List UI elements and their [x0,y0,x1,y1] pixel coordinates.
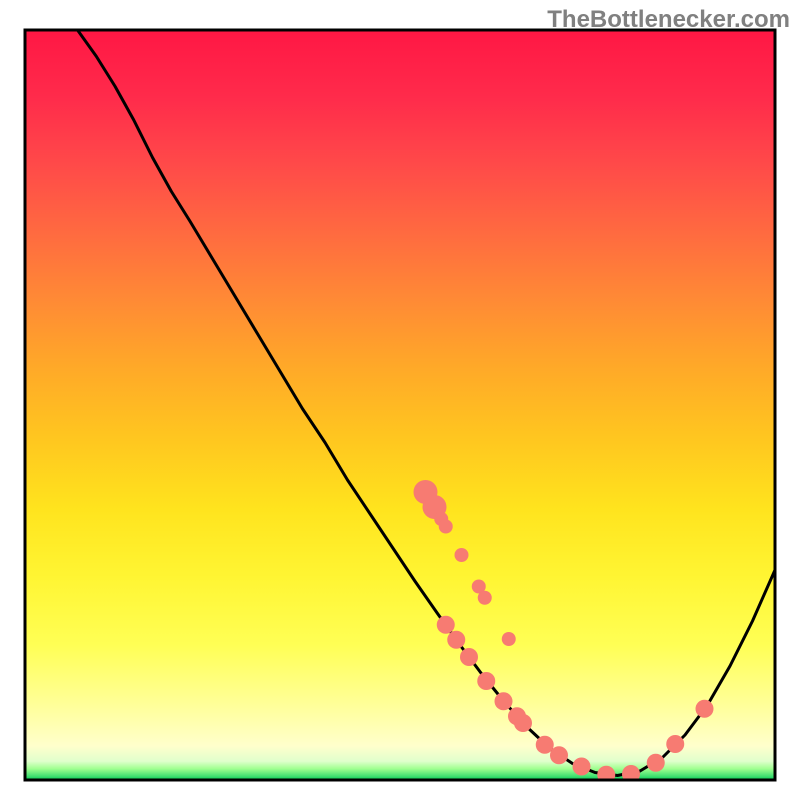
data-point-marker [439,520,453,534]
bottleneck-chart: TheBottlenecker.com [0,0,800,800]
data-point-marker [647,754,665,772]
data-point-marker [447,631,465,649]
data-point-marker [550,746,568,764]
data-point-marker [437,616,455,634]
data-point-marker [502,632,516,646]
gradient-background [25,30,775,780]
data-point-marker [495,692,513,710]
attribution-label: TheBottlenecker.com [547,6,790,34]
data-point-marker [514,714,532,732]
data-point-marker [573,758,591,776]
data-point-marker [460,648,478,666]
data-point-marker [455,548,469,562]
chart-plot [0,0,800,800]
data-point-marker [666,735,684,753]
data-point-marker [477,672,495,690]
data-point-marker [478,591,492,605]
data-point-marker [696,700,714,718]
